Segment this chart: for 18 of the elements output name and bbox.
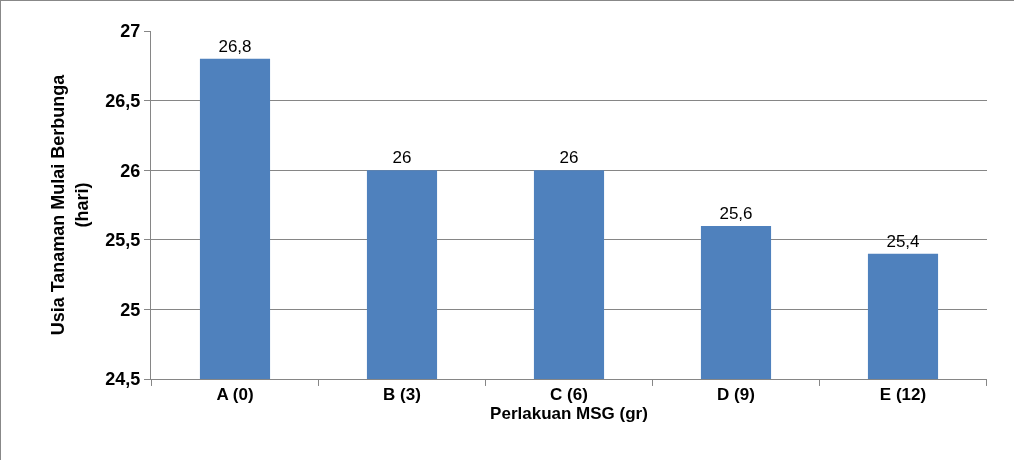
y-tick-label: 24,5: [105, 369, 141, 390]
data-label: 26,8: [218, 36, 252, 56]
x-tick-label: C (6): [550, 385, 588, 405]
y-tick-label: 26,5: [105, 90, 141, 111]
y-tick-label: 27: [120, 21, 141, 42]
data-label: 25,4: [886, 231, 920, 251]
y-tick-label: 25: [120, 299, 141, 320]
y-tick-label: 25,5: [105, 230, 141, 251]
data-label: 25,6: [719, 203, 753, 223]
x-tick-label: D (9): [717, 385, 755, 405]
x-tick-label: B (3): [383, 385, 421, 405]
y-axis-title: Usia Tanaman Mulai Berbunga (hari): [48, 73, 92, 336]
data-label: 26: [392, 148, 412, 168]
y-tick-label: 26: [120, 160, 141, 181]
x-tick-label: A (0): [216, 385, 254, 405]
data-label: 26: [559, 148, 579, 168]
x-tick-label: E (12): [879, 385, 927, 405]
x-axis-title: Perlakuan MSG (gr): [490, 404, 648, 424]
